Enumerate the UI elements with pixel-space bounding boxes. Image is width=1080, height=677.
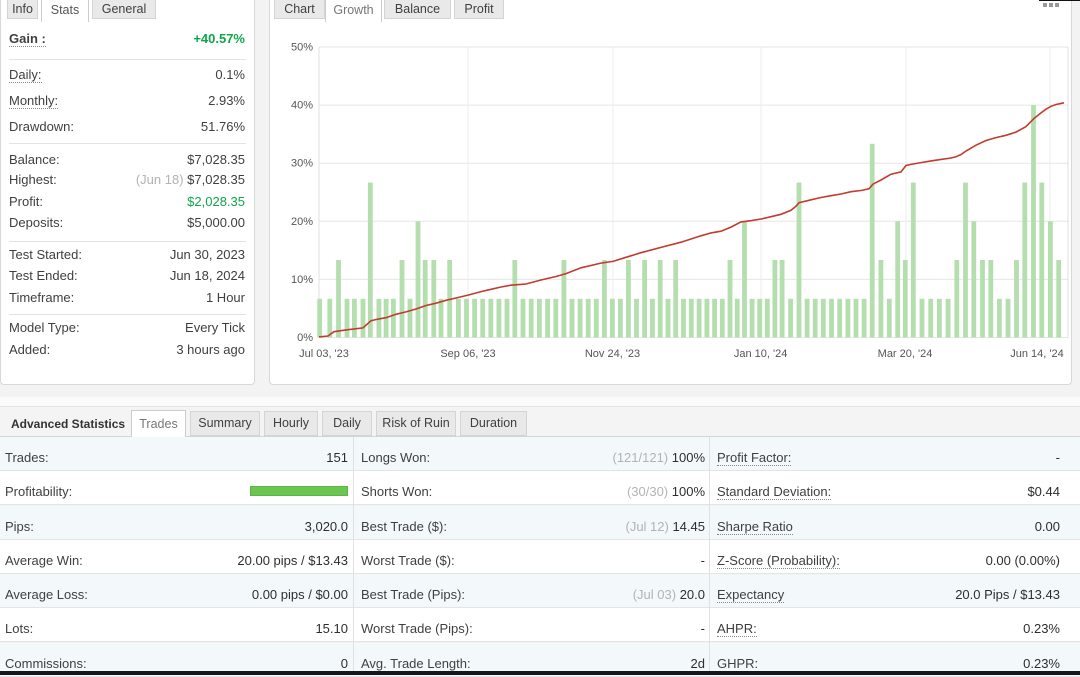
svg-text:40%: 40% — [291, 100, 313, 112]
svg-text:20%: 20% — [291, 216, 313, 228]
svg-text:Mar 20, '24: Mar 20, '24 — [878, 348, 933, 360]
svg-text:Sep 06, '23: Sep 06, '23 — [440, 348, 495, 360]
svg-text:Jan 10, '24: Jan 10, '24 — [734, 348, 787, 360]
svg-text:Jul 03, '23: Jul 03, '23 — [299, 348, 349, 360]
svg-text:Nov 24, '23: Nov 24, '23 — [585, 348, 640, 360]
svg-text:30%: 30% — [291, 158, 313, 170]
svg-text:Jun 14, '24: Jun 14, '24 — [1010, 348, 1063, 360]
svg-text:0%: 0% — [297, 332, 313, 344]
svg-text:10%: 10% — [291, 274, 313, 286]
svg-text:50%: 50% — [291, 42, 313, 54]
